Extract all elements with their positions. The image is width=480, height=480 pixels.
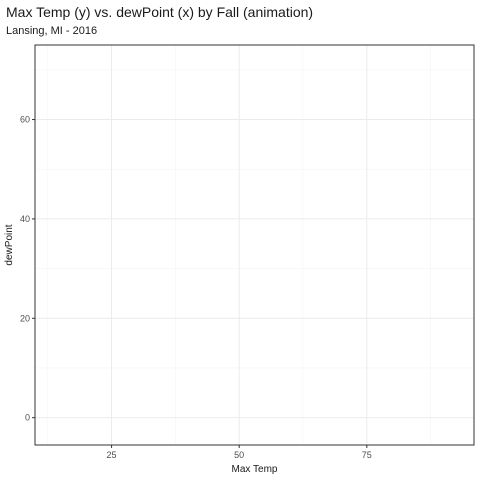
grid-lines — [35, 45, 474, 445]
y-axis-ticks: 0 20 40 60 — [20, 115, 35, 423]
y-tick-label: 40 — [20, 214, 30, 224]
x-axis-title: Max Temp — [232, 464, 278, 475]
x-tick-label: 50 — [234, 450, 244, 460]
x-tick-label: 75 — [362, 450, 372, 460]
chart-subtitle: Lansing, MI - 2016 — [6, 25, 98, 37]
y-tick-label: 20 — [20, 313, 30, 323]
x-axis-ticks: 25 50 75 — [107, 445, 372, 460]
y-tick-label: 0 — [25, 413, 30, 423]
chart-title: Max Temp (y) vs. dewPoint (x) by Fall (a… — [6, 4, 314, 20]
y-axis-title: dewPoint — [4, 224, 15, 265]
x-tick-label: 25 — [107, 450, 117, 460]
y-tick-label: 60 — [20, 115, 30, 125]
panel-border — [34, 44, 475, 446]
